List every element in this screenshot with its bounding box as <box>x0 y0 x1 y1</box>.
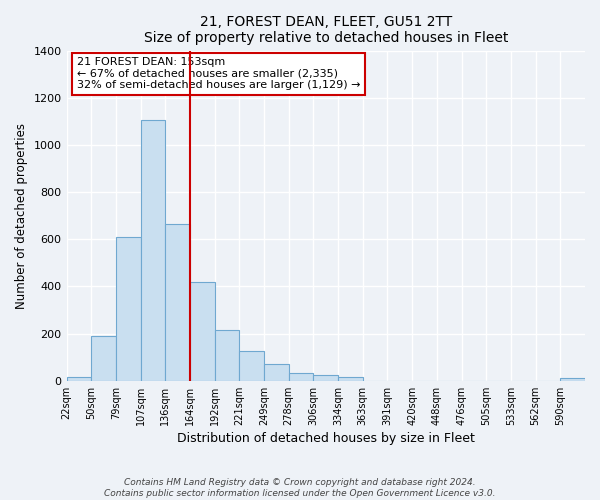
Bar <box>289 372 313 381</box>
Bar <box>239 352 264 381</box>
Bar <box>190 282 215 381</box>
Bar <box>91 336 116 381</box>
Bar <box>140 120 165 381</box>
Bar <box>560 378 585 381</box>
Bar <box>67 378 91 381</box>
Bar <box>165 224 190 381</box>
Bar <box>338 378 363 381</box>
Text: Contains HM Land Registry data © Crown copyright and database right 2024.
Contai: Contains HM Land Registry data © Crown c… <box>104 478 496 498</box>
Text: 21 FOREST DEAN: 153sqm
← 67% of detached houses are smaller (2,335)
32% of semi-: 21 FOREST DEAN: 153sqm ← 67% of detached… <box>77 57 361 90</box>
X-axis label: Distribution of detached houses by size in Fleet: Distribution of detached houses by size … <box>177 432 475 445</box>
Title: 21, FOREST DEAN, FLEET, GU51 2TT
Size of property relative to detached houses in: 21, FOREST DEAN, FLEET, GU51 2TT Size of… <box>143 15 508 45</box>
Bar <box>116 237 140 381</box>
Bar <box>313 375 338 381</box>
Y-axis label: Number of detached properties: Number of detached properties <box>15 122 28 308</box>
Bar <box>215 330 239 381</box>
Bar <box>264 364 289 381</box>
